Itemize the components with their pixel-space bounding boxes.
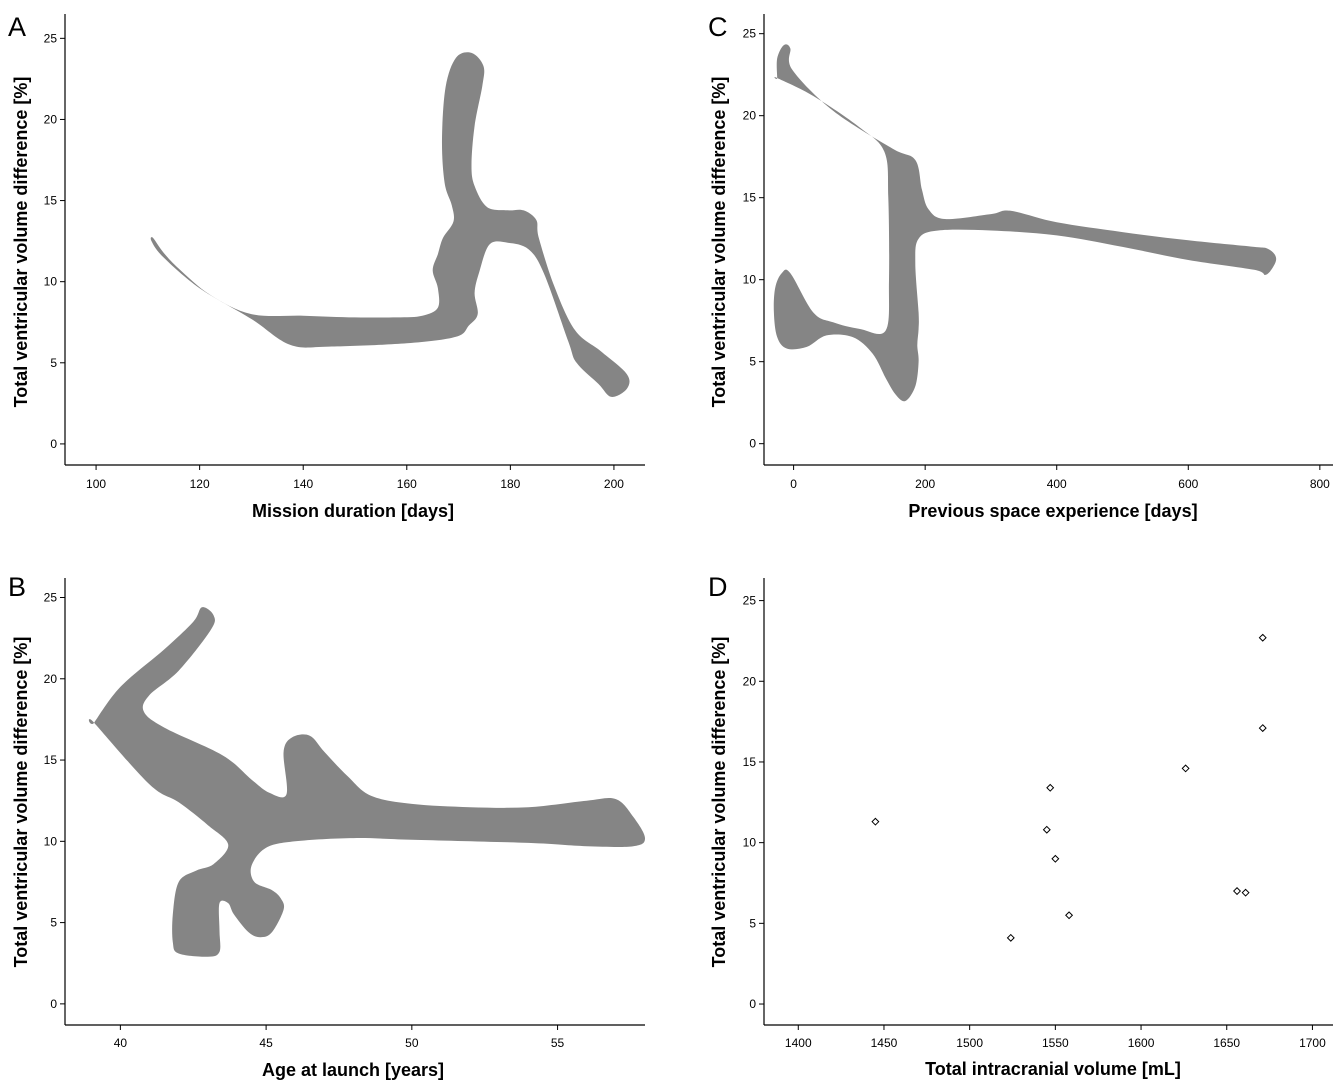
y-tick-label: 10 — [743, 836, 757, 850]
y-tick-label: 25 — [44, 591, 58, 605]
y-tick-label: 25 — [743, 594, 757, 608]
panel-letter-d: D — [708, 572, 728, 602]
panel-letter-c: C — [708, 12, 728, 42]
y-axis-title: Total ventricular volume difference [%] — [709, 77, 729, 408]
scatter-point — [1051, 854, 1060, 863]
x-tick-label: 1450 — [871, 1036, 898, 1050]
y-tick-label: 15 — [44, 753, 58, 767]
scatter-point — [1258, 724, 1267, 733]
scatter-point — [871, 817, 880, 826]
x-tick-label: 1400 — [785, 1036, 812, 1050]
y-tick-label: 5 — [50, 916, 57, 930]
y-tick-label: 10 — [44, 275, 58, 289]
x-axis-title: Age at launch [years] — [262, 1060, 444, 1080]
chart-panel-b: B 0 5 10 15 20 25 40 45 50 55 Age at launch [years… — [8, 572, 646, 1080]
y-tick-label: 0 — [50, 437, 57, 451]
x-axis-title: Total intracranial volume [mL] — [925, 1059, 1181, 1079]
panel-b: B 0 5 10 15 20 25 40 45 50 55 Age at launch [years… — [0, 540, 668, 1080]
density-shape — [150, 52, 630, 397]
chart-panel-d: D 0 5 10 15 20 25 1400 1450 1500 1550 1600 1650 1700… — [708, 572, 1333, 1079]
y-tick-label: 20 — [44, 672, 58, 686]
x-tick-label: 200 — [604, 477, 624, 491]
y-tick-label: 10 — [743, 273, 757, 287]
chart-panel-c: C 0 5 10 15 20 25 0 200 400 600 800 Previous space … — [708, 12, 1333, 521]
x-tick-label: 1550 — [1042, 1036, 1069, 1050]
scatter-point — [1042, 825, 1051, 834]
y-tick-label: 0 — [50, 997, 57, 1011]
scatter-point — [1181, 764, 1190, 773]
x-tick-label: 600 — [1178, 477, 1198, 491]
scatter-point — [1046, 783, 1055, 792]
y-tick-label: 0 — [749, 997, 756, 1011]
x-tick-label: 200 — [915, 477, 935, 491]
x-tick-label: 1650 — [1213, 1036, 1240, 1050]
panel-a: A 0 5 10 15 20 25 100 120 140 160 180 200 Mission du… — [0, 0, 668, 540]
y-tick-label: 5 — [50, 356, 57, 370]
x-tick-label: 800 — [1310, 477, 1330, 491]
x-tick-label: 160 — [397, 477, 417, 491]
x-tick-label: 0 — [790, 477, 797, 491]
y-tick-label: 5 — [749, 916, 756, 930]
chart-panel-a: A 0 5 10 15 20 25 100 120 140 160 180 200 Mission du… — [8, 12, 645, 521]
y-tick-label: 5 — [749, 355, 756, 369]
x-tick-label: 140 — [293, 477, 313, 491]
scatter-point — [1065, 911, 1074, 920]
y-tick-label: 20 — [743, 674, 757, 688]
y-axis-title: Total ventricular volume difference [%] — [709, 637, 729, 968]
x-tick-label: 1600 — [1128, 1036, 1155, 1050]
x-tick-label: 1700 — [1299, 1036, 1326, 1050]
scatter-point — [1241, 888, 1250, 897]
y-tick-label: 25 — [44, 31, 58, 45]
y-tick-label: 0 — [749, 437, 756, 451]
x-axis-title: Previous space experience [days] — [908, 501, 1197, 521]
x-tick-label: 100 — [86, 477, 106, 491]
y-tick-label: 15 — [44, 194, 58, 208]
scatter-point — [1006, 933, 1015, 942]
scatter-point — [1258, 633, 1267, 642]
density-shape — [773, 44, 1277, 402]
x-tick-label: 120 — [190, 477, 210, 491]
x-axis-title: Mission duration [days] — [252, 501, 454, 521]
y-axis-title: Total ventricular volume difference [%] — [11, 77, 31, 408]
y-tick-label: 25 — [743, 27, 757, 41]
panel-letter-a: A — [8, 12, 26, 42]
y-tick-label: 20 — [743, 109, 757, 123]
x-tick-label: 400 — [1047, 477, 1067, 491]
panel-c: C 0 5 10 15 20 25 0 200 400 600 800 Previous space … — [668, 0, 1337, 540]
panel-letter-b: B — [8, 572, 26, 602]
x-tick-label: 180 — [500, 477, 520, 491]
scatter-point — [1233, 887, 1242, 896]
x-tick-label: 1500 — [956, 1036, 983, 1050]
y-tick-label: 20 — [44, 112, 58, 126]
y-axis-title: Total ventricular volume difference [%] — [11, 637, 31, 968]
y-tick-label: 15 — [743, 755, 757, 769]
y-tick-label: 15 — [743, 191, 757, 205]
x-tick-label: 45 — [259, 1036, 273, 1050]
x-tick-label: 50 — [405, 1036, 419, 1050]
density-shape — [88, 607, 646, 957]
panel-d: D 0 5 10 15 20 25 1400 1450 1500 1550 1600 1650 1700… — [668, 540, 1337, 1080]
x-tick-label: 40 — [114, 1036, 128, 1050]
y-tick-label: 10 — [44, 834, 58, 848]
x-tick-label: 55 — [551, 1036, 565, 1050]
